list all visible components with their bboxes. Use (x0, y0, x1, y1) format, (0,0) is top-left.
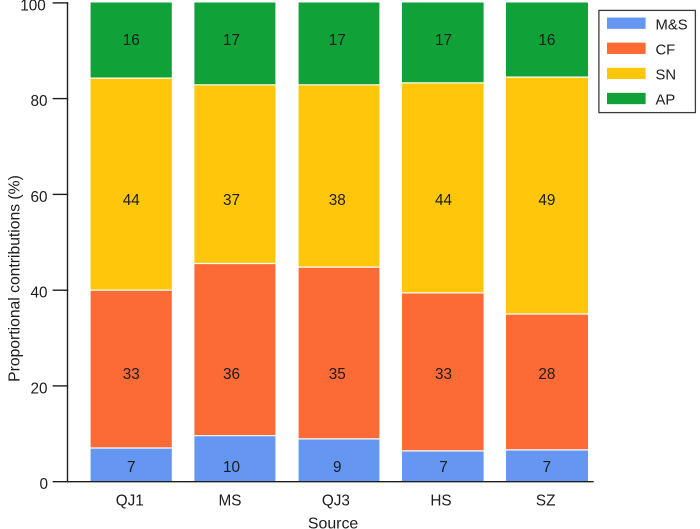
svg-text:7: 7 (127, 459, 136, 476)
svg-text:33: 33 (435, 366, 452, 383)
svg-text:20: 20 (30, 380, 47, 397)
svg-text:Proportional contributions (%): Proportional contributions (%) (7, 175, 24, 382)
svg-text:44: 44 (435, 192, 453, 209)
svg-text:QJ3: QJ3 (322, 493, 350, 510)
svg-text:17: 17 (435, 32, 452, 49)
svg-text:100: 100 (20, 0, 46, 14)
svg-text:QJ1: QJ1 (116, 493, 144, 510)
svg-text:40: 40 (30, 285, 47, 302)
svg-text:17: 17 (329, 32, 346, 49)
svg-text:37: 37 (223, 192, 240, 209)
svg-text:49: 49 (538, 192, 555, 209)
svg-text:9: 9 (333, 459, 342, 476)
svg-text:16: 16 (123, 32, 140, 49)
svg-text:7: 7 (439, 459, 448, 476)
svg-text:HS: HS (430, 493, 451, 510)
svg-text:7: 7 (543, 459, 552, 476)
svg-text:AP: AP (656, 93, 676, 109)
svg-text:CF: CF (656, 42, 676, 58)
svg-text:M&S: M&S (656, 17, 688, 33)
svg-text:10: 10 (223, 459, 240, 476)
svg-text:28: 28 (538, 366, 555, 383)
svg-text:80: 80 (30, 93, 47, 110)
svg-text:17: 17 (223, 32, 240, 49)
svg-text:MS: MS (219, 493, 242, 510)
svg-text:36: 36 (223, 366, 240, 383)
svg-text:SZ: SZ (536, 493, 556, 510)
svg-text:38: 38 (329, 192, 346, 209)
svg-text:Source: Source (308, 516, 359, 529)
svg-text:60: 60 (30, 189, 47, 206)
svg-text:35: 35 (329, 366, 346, 383)
svg-text:44: 44 (123, 192, 141, 209)
svg-text:0: 0 (39, 476, 48, 493)
svg-text:SN: SN (656, 68, 677, 84)
svg-text:33: 33 (123, 366, 140, 383)
svg-text:16: 16 (538, 32, 555, 49)
